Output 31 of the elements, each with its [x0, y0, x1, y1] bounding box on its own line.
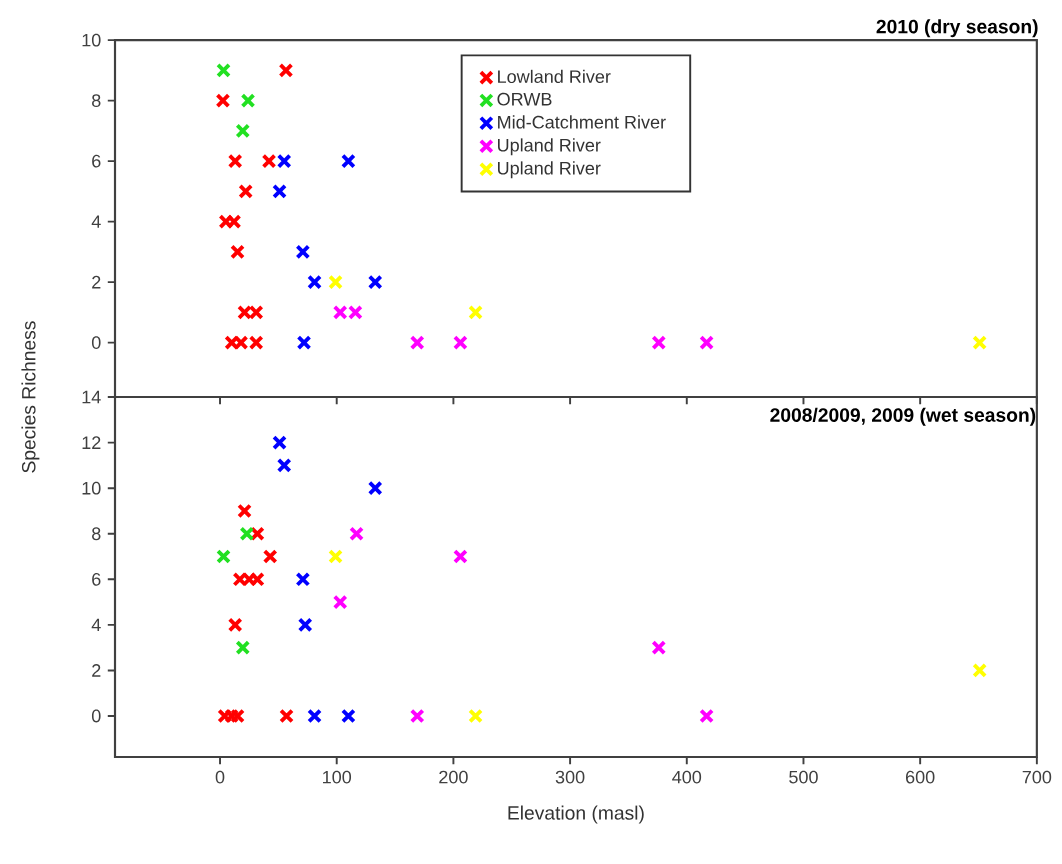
x-tick-label: 700 [1022, 770, 1052, 784]
text: 2008/2009, 2009 (wet season) [770, 407, 1036, 426]
y-tick-label: 8 [92, 527, 101, 541]
chart-title: 2010 (dry season) [876, 19, 1038, 38]
y-tick-label: 6 [92, 154, 101, 168]
legend-label: ORWB [497, 92, 552, 106]
y-tick-label: 4 [91, 215, 101, 228]
y-tick-label: 6 [92, 572, 101, 586]
x-tick-label: 400 [672, 770, 702, 784]
y-tick-label: 12 [82, 436, 101, 449]
y-tick-label: 2 [92, 275, 101, 289]
x-tick-label: 300 [555, 770, 585, 784]
legend-label: Upland River [498, 161, 601, 179]
x-axis-title: Elevation (masl) [508, 805, 644, 824]
legend-label: Lowland River [498, 69, 611, 84]
y-tick-label: 14 [82, 390, 101, 404]
x-tick-label: 0 [215, 770, 225, 784]
x-tick-label: 600 [906, 770, 935, 784]
y-tick-label: 2 [92, 664, 101, 677]
y-tick-label: 0 [91, 336, 101, 349]
x-tick-label: 100 [323, 770, 352, 784]
legend-label: Upland River [498, 138, 601, 156]
x-tick-label: 200 [439, 770, 468, 784]
y-tick-label: 0 [91, 709, 101, 723]
y-axis-title: Species Richness [21, 321, 40, 473]
legend-label: Mid-Catchment River [498, 115, 666, 129]
y-tick-label: 10 [82, 481, 101, 495]
x-tick-label: 500 [789, 770, 818, 784]
y-tick-label: 10 [82, 33, 101, 47]
y-tick-label: 4 [91, 618, 101, 632]
y-tick-label: 8 [92, 94, 101, 107]
